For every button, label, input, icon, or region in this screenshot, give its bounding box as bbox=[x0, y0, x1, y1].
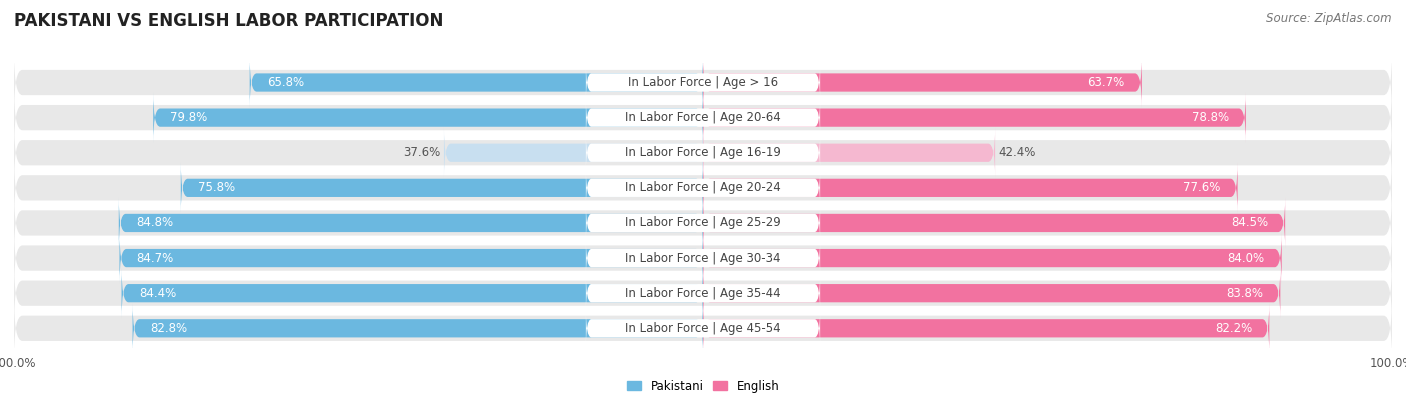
FancyBboxPatch shape bbox=[703, 197, 1285, 249]
Text: 84.7%: 84.7% bbox=[136, 252, 174, 265]
FancyBboxPatch shape bbox=[586, 239, 820, 277]
Text: 84.4%: 84.4% bbox=[139, 287, 176, 300]
Legend: Pakistani, English: Pakistani, English bbox=[627, 380, 779, 393]
Text: In Labor Force | Age 25-29: In Labor Force | Age 25-29 bbox=[626, 216, 780, 229]
FancyBboxPatch shape bbox=[14, 53, 1392, 112]
FancyBboxPatch shape bbox=[586, 99, 820, 137]
FancyBboxPatch shape bbox=[703, 232, 1282, 284]
Text: In Labor Force | Age 45-54: In Labor Force | Age 45-54 bbox=[626, 322, 780, 335]
Text: In Labor Force | Age > 16: In Labor Force | Age > 16 bbox=[628, 76, 778, 89]
Text: 82.8%: 82.8% bbox=[150, 322, 187, 335]
FancyBboxPatch shape bbox=[14, 88, 1392, 147]
FancyBboxPatch shape bbox=[586, 134, 820, 172]
FancyBboxPatch shape bbox=[444, 127, 703, 179]
FancyBboxPatch shape bbox=[703, 56, 1142, 109]
Text: In Labor Force | Age 16-19: In Labor Force | Age 16-19 bbox=[626, 146, 780, 159]
Text: 84.8%: 84.8% bbox=[136, 216, 173, 229]
FancyBboxPatch shape bbox=[121, 267, 703, 319]
FancyBboxPatch shape bbox=[118, 197, 703, 249]
Text: 42.4%: 42.4% bbox=[998, 146, 1036, 159]
Text: 65.8%: 65.8% bbox=[267, 76, 304, 89]
Text: Source: ZipAtlas.com: Source: ZipAtlas.com bbox=[1267, 12, 1392, 25]
FancyBboxPatch shape bbox=[586, 204, 820, 242]
FancyBboxPatch shape bbox=[132, 302, 703, 354]
Text: 79.8%: 79.8% bbox=[170, 111, 208, 124]
Text: 78.8%: 78.8% bbox=[1191, 111, 1229, 124]
Text: In Labor Force | Age 30-34: In Labor Force | Age 30-34 bbox=[626, 252, 780, 265]
Text: PAKISTANI VS ENGLISH LABOR PARTICIPATION: PAKISTANI VS ENGLISH LABOR PARTICIPATION bbox=[14, 12, 443, 30]
FancyBboxPatch shape bbox=[14, 264, 1392, 323]
FancyBboxPatch shape bbox=[586, 309, 820, 347]
FancyBboxPatch shape bbox=[181, 162, 703, 214]
FancyBboxPatch shape bbox=[153, 92, 703, 144]
FancyBboxPatch shape bbox=[703, 162, 1237, 214]
FancyBboxPatch shape bbox=[250, 56, 703, 109]
FancyBboxPatch shape bbox=[14, 229, 1392, 288]
Text: 84.0%: 84.0% bbox=[1227, 252, 1264, 265]
Text: In Labor Force | Age 20-64: In Labor Force | Age 20-64 bbox=[626, 111, 780, 124]
Text: 77.6%: 77.6% bbox=[1182, 181, 1220, 194]
FancyBboxPatch shape bbox=[586, 64, 820, 102]
Text: 82.2%: 82.2% bbox=[1215, 322, 1253, 335]
FancyBboxPatch shape bbox=[703, 302, 1270, 354]
FancyBboxPatch shape bbox=[703, 267, 1281, 319]
FancyBboxPatch shape bbox=[703, 92, 1246, 144]
FancyBboxPatch shape bbox=[14, 158, 1392, 217]
FancyBboxPatch shape bbox=[14, 299, 1392, 358]
FancyBboxPatch shape bbox=[703, 127, 995, 179]
FancyBboxPatch shape bbox=[14, 194, 1392, 252]
Text: In Labor Force | Age 35-44: In Labor Force | Age 35-44 bbox=[626, 287, 780, 300]
FancyBboxPatch shape bbox=[586, 169, 820, 207]
FancyBboxPatch shape bbox=[14, 123, 1392, 182]
Text: 63.7%: 63.7% bbox=[1087, 76, 1125, 89]
Text: 83.8%: 83.8% bbox=[1226, 287, 1263, 300]
Text: 37.6%: 37.6% bbox=[404, 146, 440, 159]
Text: 84.5%: 84.5% bbox=[1230, 216, 1268, 229]
Text: In Labor Force | Age 20-24: In Labor Force | Age 20-24 bbox=[626, 181, 780, 194]
FancyBboxPatch shape bbox=[120, 232, 703, 284]
FancyBboxPatch shape bbox=[586, 274, 820, 312]
Text: 75.8%: 75.8% bbox=[198, 181, 235, 194]
